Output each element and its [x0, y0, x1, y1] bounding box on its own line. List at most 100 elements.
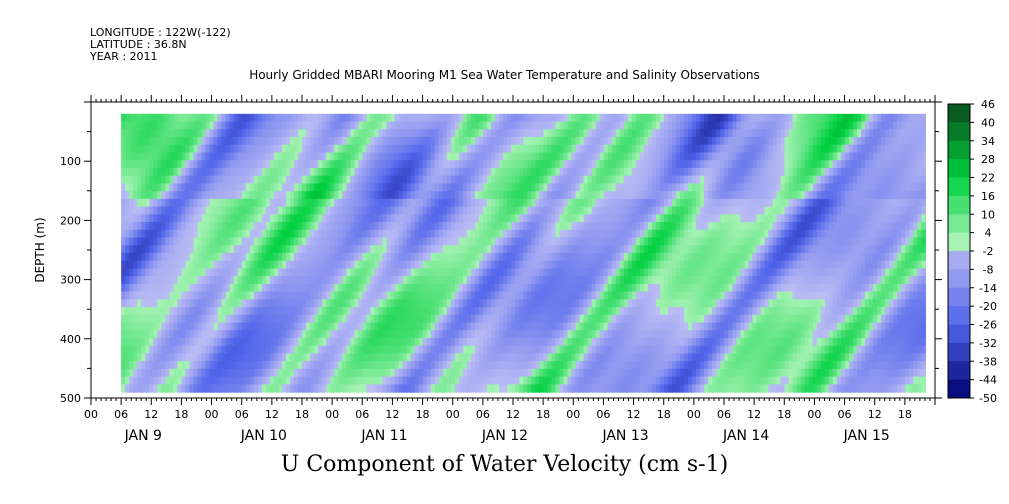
- field-cell: [559, 121, 565, 130]
- field-cell: [153, 330, 158, 339]
- field-cell: [165, 222, 170, 231]
- field-cell: [217, 353, 223, 362]
- field-cell: [394, 345, 400, 355]
- field-cell: [551, 353, 557, 362]
- field-cell: [487, 276, 492, 285]
- field-cell: [434, 206, 440, 215]
- field-cell: [326, 291, 331, 300]
- field-cell: [294, 291, 299, 300]
- field-cell: [386, 152, 392, 161]
- field-cell: [225, 229, 231, 239]
- field-cell: [390, 361, 396, 370]
- field-cell: [434, 314, 440, 324]
- field-cell: [627, 314, 633, 324]
- field-cell: [607, 276, 613, 285]
- field-cell: [165, 283, 170, 293]
- field-cell: [479, 245, 484, 254]
- field-cell: [257, 183, 263, 192]
- field-cell: [414, 191, 420, 200]
- field-cell: [181, 152, 187, 161]
- field-cell: [406, 129, 412, 138]
- field-cell: [169, 376, 175, 385]
- field-cell: [515, 299, 520, 308]
- field-cell: [647, 283, 653, 293]
- field-cell: [121, 299, 126, 308]
- field-cell: [539, 307, 544, 316]
- field-cell: [149, 322, 154, 331]
- field-cell: [499, 137, 504, 146]
- field-cell: [302, 198, 307, 208]
- field-cell: [491, 260, 496, 270]
- field-cell: [229, 252, 235, 262]
- field-cell: [543, 299, 548, 308]
- field-cell: [531, 137, 536, 146]
- field-cell: [249, 222, 255, 231]
- field-cell: [346, 229, 351, 239]
- field-cell: [398, 206, 404, 215]
- field-cell: [165, 214, 170, 223]
- field-cell: [438, 268, 444, 277]
- field-cell: [374, 191, 380, 200]
- field-cell: [615, 337, 621, 347]
- field-cell: [306, 322, 311, 331]
- field-cell: [583, 206, 589, 215]
- field-cell: [314, 113, 319, 123]
- field-cell: [434, 330, 440, 339]
- field-cell: [434, 307, 440, 316]
- field-cell: [651, 144, 657, 154]
- field-cell: [551, 252, 557, 262]
- field-cell: [338, 144, 343, 154]
- field-cell: [221, 183, 227, 192]
- field-cell: [249, 307, 255, 316]
- field-cell: [422, 299, 428, 308]
- field-cell: [422, 206, 428, 215]
- field-cell: [241, 322, 247, 331]
- field-cell: [611, 113, 617, 123]
- field-cell: [398, 283, 404, 293]
- field-cell: [189, 144, 195, 154]
- field-cell: [281, 276, 287, 285]
- field-cell: [663, 322, 669, 331]
- field-cell: [290, 291, 295, 300]
- field-cell: [133, 198, 138, 208]
- field-cell: [676, 183, 681, 192]
- field-cell: [672, 260, 677, 270]
- field-cell: [306, 260, 311, 270]
- field-cell: [157, 276, 162, 285]
- field-cell: [354, 276, 359, 285]
- field-cell: [643, 314, 649, 324]
- field-cell: [635, 260, 641, 270]
- field-cell: [277, 314, 283, 324]
- field-cell: [603, 237, 609, 246]
- field-cell: [374, 376, 380, 385]
- field-cell: [157, 322, 162, 331]
- field-cell: [583, 322, 589, 331]
- field-cell: [165, 307, 170, 316]
- field-cell: [121, 214, 126, 223]
- field-cell: [374, 368, 380, 378]
- field-cell: [523, 129, 528, 138]
- field-cell: [205, 113, 211, 123]
- field-cell: [177, 299, 183, 308]
- field-cell: [495, 175, 500, 184]
- field-cell: [342, 268, 347, 277]
- field-cell: [125, 137, 130, 146]
- field-cell: [611, 384, 617, 393]
- field-cell: [583, 144, 589, 154]
- field-cell: [491, 299, 496, 308]
- field-cell: [635, 268, 641, 277]
- field-cell: [261, 229, 267, 239]
- field-cell: [543, 214, 548, 223]
- field-cell: [253, 268, 259, 277]
- field-cell: [547, 214, 552, 223]
- field-cell: [322, 314, 327, 324]
- field-cell: [446, 206, 452, 215]
- field-cell: [318, 137, 323, 146]
- field-cell: [635, 330, 641, 339]
- field-cell: [209, 191, 215, 200]
- field-cell: [551, 322, 557, 331]
- field-cell: [450, 376, 456, 385]
- field-cell: [185, 160, 191, 169]
- field-cell: [587, 113, 593, 123]
- field-cell: [547, 260, 552, 270]
